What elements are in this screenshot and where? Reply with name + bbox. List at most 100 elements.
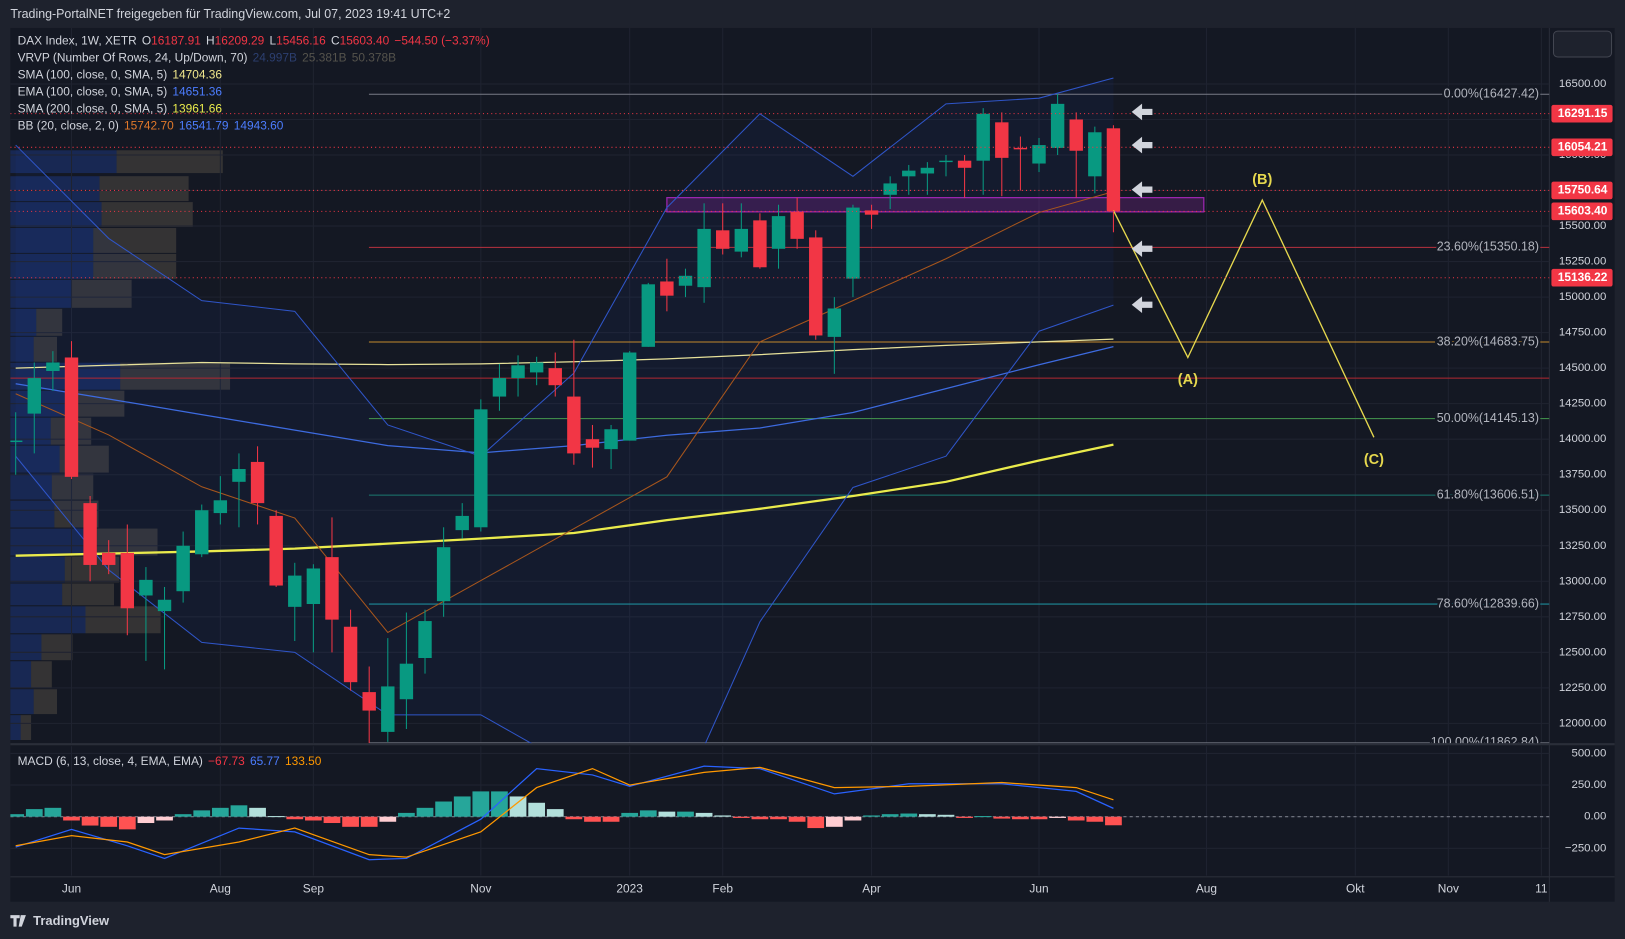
candle-body — [920, 167, 935, 174]
macd-pane — [10, 746, 1550, 876]
vrvp-down — [93, 228, 177, 253]
vrvp-up — [10, 528, 84, 556]
x-tick-label: Jun — [1029, 881, 1048, 895]
candle-body — [641, 284, 655, 347]
vrvp-down — [20, 715, 32, 741]
candle-body — [418, 621, 432, 659]
candle-body — [957, 160, 972, 168]
indicator-line — [15, 304, 1114, 744]
x-tick-label: Aug — [210, 881, 231, 895]
legend-line: BB (20, close, 2, 0) 15742.70 16541.79 1494… — [18, 119, 284, 133]
arrow — [1131, 181, 1153, 198]
candle-body — [1069, 119, 1083, 151]
y-tick-label: 14750.00 — [1559, 327, 1607, 339]
histogram-bar — [509, 796, 527, 817]
zigzag — [1112, 198, 1375, 438]
vrvp-up — [10, 715, 21, 741]
candle-body — [120, 552, 135, 609]
histogram-bar — [435, 801, 452, 817]
vrvp-up — [10, 176, 100, 202]
legend-key: C — [331, 34, 340, 48]
histogram-bar — [63, 816, 80, 821]
candle-body — [548, 368, 562, 386]
macd-line — [15, 766, 1114, 858]
candle-body — [343, 626, 358, 683]
macd-line — [15, 765, 1114, 861]
histogram-bar — [602, 816, 620, 822]
price-tag-label: 15136.22 — [1558, 270, 1608, 284]
candle-body — [1013, 147, 1028, 150]
histogram-bar — [453, 796, 471, 817]
histogram-bar — [1105, 816, 1122, 826]
histogram-bar — [546, 809, 564, 817]
header-text: Trading-PortalNET freigegeben für Tradin… — [10, 7, 450, 21]
candle-body — [269, 515, 283, 586]
volume-profile — [10, 150, 231, 741]
y-tick-label: 12000.00 — [1559, 717, 1607, 729]
candle-body — [809, 237, 823, 336]
vrvp-down — [51, 473, 94, 500]
legend-value: 14943.60 — [234, 119, 284, 133]
x-tick-label: Nov — [1438, 881, 1459, 895]
candle-body — [511, 365, 525, 379]
legend-name: MACD (6, 13, close, 4, EMA, EMA) — [18, 754, 203, 768]
arrow — [1131, 240, 1153, 258]
histogram-bar — [10, 814, 25, 817]
histogram-bar — [25, 809, 43, 817]
fib-label: 23.60%(15350.18) — [1437, 240, 1539, 254]
y-tick-label: 15000.00 — [1559, 291, 1607, 303]
candle-body — [399, 663, 414, 700]
vrvp-up — [10, 689, 34, 715]
histogram-bar — [286, 816, 304, 820]
candle-body — [46, 362, 60, 371]
vrvp-down — [62, 583, 114, 606]
vrvp-up — [10, 634, 42, 661]
legend-name: SMA (200, close, 0, SMA, 5) — [18, 102, 168, 116]
vrvp-up — [10, 228, 94, 253]
fib-label: 61.80%(13606.51) — [1437, 487, 1539, 501]
vrvp-down — [85, 606, 161, 634]
candle-body — [604, 429, 618, 450]
candle-body — [734, 228, 749, 252]
vrvp-down — [33, 689, 57, 715]
histogram-bar — [416, 807, 434, 817]
candle-body — [716, 230, 730, 249]
legend-value: 133.50 — [285, 754, 322, 768]
price-tag-label: 16291.15 — [1558, 106, 1608, 120]
chart-area — [10, 27, 1615, 902]
legend-key: O — [142, 34, 151, 48]
y-tick-label: 14250.00 — [1559, 398, 1607, 410]
histogram-bar — [565, 816, 583, 820]
candle-body — [660, 281, 674, 296]
y-tick-label: 14500.00 — [1559, 362, 1607, 374]
legend-value: 24.997B — [253, 51, 297, 65]
logo-icon — [10, 915, 26, 927]
fib-label: 0.00%(16427.42) — [1444, 87, 1539, 101]
wave-label: (A) — [1178, 372, 1198, 388]
axes: 12000.00 12250.00 12500.00 12750.00 13000.00… — [62, 78, 1613, 895]
vrvp-up — [10, 500, 55, 528]
candle-body — [1088, 132, 1102, 177]
legend-value: 14651.36 — [172, 85, 222, 99]
fib-label: 78.60%(12839.66) — [1437, 596, 1539, 610]
x-tick-label: Feb — [712, 881, 733, 895]
y-tick-label: 15500.00 — [1559, 220, 1607, 232]
top-right-button[interactable] — [1552, 30, 1613, 58]
candle-body — [250, 461, 265, 504]
candle-body — [790, 211, 804, 239]
y-tick-label: 13000.00 — [1559, 575, 1607, 587]
legend-name: DAX Index, 1W, XETR — [18, 34, 138, 48]
histogram-bar — [81, 816, 99, 826]
price-tag — [1551, 104, 1613, 123]
zone — [666, 197, 1205, 213]
macd-tick-label: −250.00 — [1565, 842, 1606, 854]
candle-body — [827, 308, 842, 337]
footer: TradingView — [10, 913, 110, 928]
histogram-bar — [863, 815, 880, 817]
legend-value: 16541.79 — [179, 119, 229, 133]
vrvp-down — [31, 661, 52, 689]
histogram-bar — [788, 816, 806, 822]
arrow — [1131, 136, 1153, 154]
histogram-bar — [156, 816, 173, 821]
